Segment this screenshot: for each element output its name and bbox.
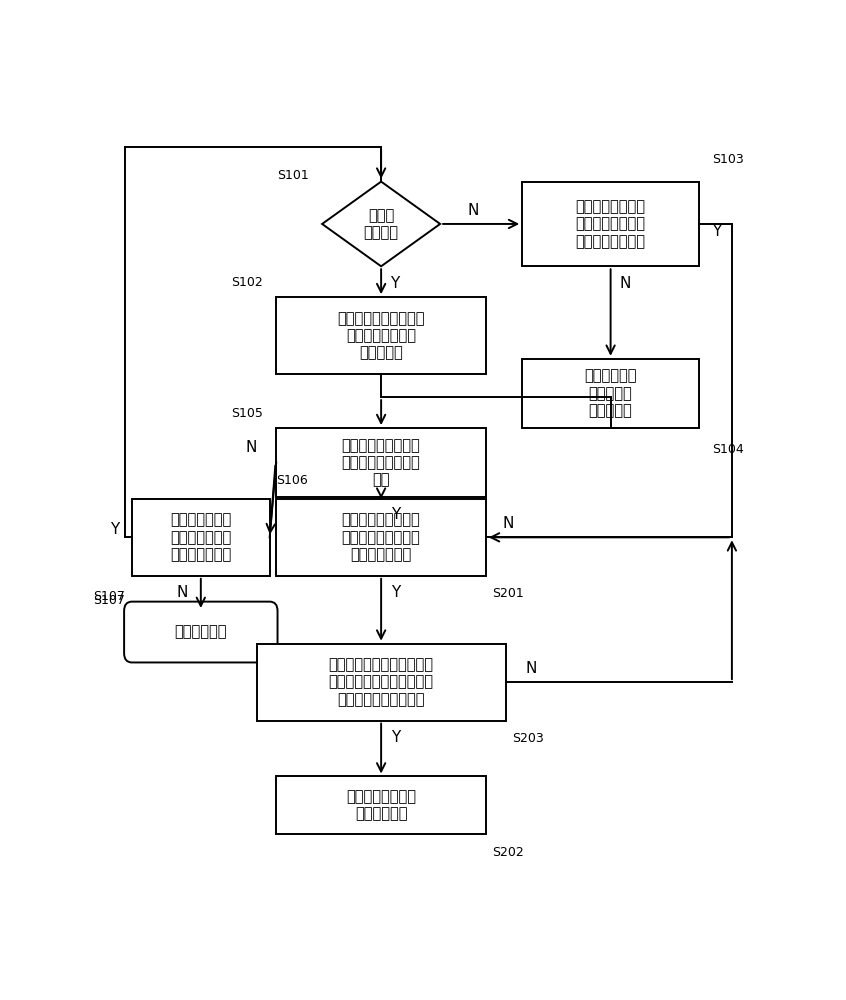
Text: S107: S107	[94, 594, 125, 607]
Text: 是否有
网络信号: 是否有 网络信号	[364, 208, 398, 240]
Text: S106: S106	[276, 474, 308, 487]
Text: Y: Y	[712, 224, 722, 239]
FancyBboxPatch shape	[276, 499, 486, 576]
FancyBboxPatch shape	[522, 359, 699, 428]
Text: Y: Y	[110, 522, 118, 537]
FancyBboxPatch shape	[132, 499, 270, 576]
Text: N: N	[245, 440, 256, 455]
FancyBboxPatch shape	[256, 644, 506, 721]
FancyBboxPatch shape	[276, 428, 486, 497]
Text: Y: Y	[390, 276, 398, 291]
Text: S101: S101	[277, 169, 309, 182]
Text: 手动获取智能
显示设备的
日期及时间: 手动获取智能 显示设备的 日期及时间	[585, 368, 637, 418]
Text: 判定所述智能显示
设备的日期或时间
是否有中断或重置: 判定所述智能显示 设备的日期或时间 是否有中断或重置	[575, 199, 645, 249]
FancyBboxPatch shape	[124, 602, 277, 662]
Text: N: N	[176, 585, 188, 600]
Text: N: N	[619, 276, 631, 291]
Text: 退出正在运行的非
指定应用程序: 退出正在运行的非 指定应用程序	[346, 789, 416, 822]
Text: S103: S103	[712, 153, 744, 166]
Text: S201: S201	[492, 587, 525, 600]
Polygon shape	[322, 182, 440, 266]
Text: S104: S104	[712, 443, 744, 456]
Text: 判定智能显示设备的
时间是否属于限制时
间段: 判定智能显示设备的 时间是否属于限制时 间段	[342, 438, 420, 488]
FancyBboxPatch shape	[276, 297, 486, 374]
Text: 判定所述限制时间段内非指
定程序的累积运行时间是否
大于或等于不受限时长: 判定所述限制时间段内非指 定程序的累积运行时间是否 大于或等于不受限时长	[328, 657, 434, 707]
Text: 根据连接的网络自动获
取智能显示设备的
日期及时间: 根据连接的网络自动获 取智能显示设备的 日期及时间	[338, 311, 425, 360]
Text: Y: Y	[391, 507, 400, 522]
Text: S107: S107	[94, 590, 125, 603]
Text: N: N	[525, 661, 536, 676]
Text: S105: S105	[231, 407, 263, 420]
Text: N: N	[467, 203, 479, 218]
Text: S102: S102	[231, 276, 263, 289]
Text: Y: Y	[391, 730, 400, 745]
FancyBboxPatch shape	[276, 776, 486, 834]
Text: 关闭自控功能: 关闭自控功能	[174, 625, 227, 640]
Text: 激活自控功能，判定
是否存在正在运行的
非指定运用程序: 激活自控功能，判定 是否存在正在运行的 非指定运用程序	[342, 512, 420, 562]
Text: N: N	[503, 516, 514, 531]
Text: S203: S203	[512, 732, 544, 745]
Text: 判定智能显示设
备的日期是否属
于限制时间跨度: 判定智能显示设 备的日期是否属 于限制时间跨度	[170, 512, 232, 562]
Text: S202: S202	[492, 846, 525, 859]
FancyBboxPatch shape	[522, 182, 699, 266]
Text: Y: Y	[391, 585, 400, 600]
